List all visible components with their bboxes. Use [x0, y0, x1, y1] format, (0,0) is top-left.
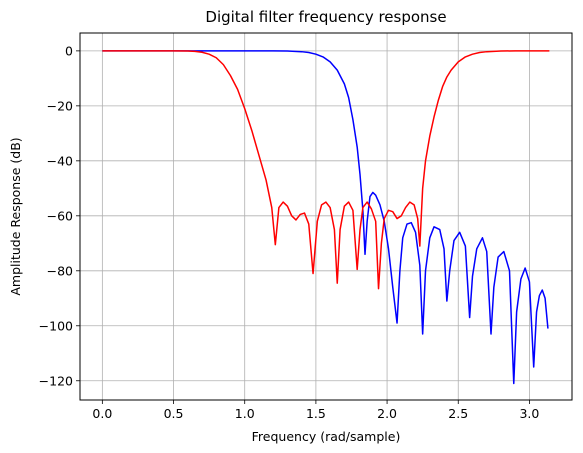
y-axis-label: Amplitude Response (dB) [8, 137, 23, 295]
series-layer [102, 50, 550, 385]
x-tick-label: 1.5 [306, 406, 326, 421]
x-tick-label: 0.5 [164, 406, 184, 421]
x-axis-label: Frequency (rad/sample) [252, 429, 401, 444]
y-tick-label: 0 [65, 43, 73, 58]
y-tick-label: −100 [39, 318, 73, 333]
chart-title: Digital filter frequency response [205, 8, 446, 26]
x-tick-label: 1.0 [235, 406, 255, 421]
y-axis-ticks: 0 −20 −40 −60 −80 −100 −120 [39, 43, 80, 388]
y-tick-label: −120 [39, 373, 73, 388]
series-line-0 [102, 50, 549, 385]
series-line-1 [102, 50, 550, 290]
grid [80, 33, 572, 400]
y-tick-label: −80 [47, 263, 73, 278]
x-tick-label: 2.0 [377, 406, 397, 421]
x-tick-label: 2.5 [448, 406, 468, 421]
y-tick-label: −60 [47, 208, 73, 223]
x-tick-label: 3.0 [519, 406, 539, 421]
y-tick-label: −20 [47, 98, 73, 113]
x-axis-ticks: 0.0 0.5 1.0 1.5 2.0 2.5 3.0 [92, 400, 539, 421]
y-tick-label: −40 [47, 153, 73, 168]
x-tick-label: 0.0 [92, 406, 112, 421]
plot-area-frame [79, 32, 573, 401]
